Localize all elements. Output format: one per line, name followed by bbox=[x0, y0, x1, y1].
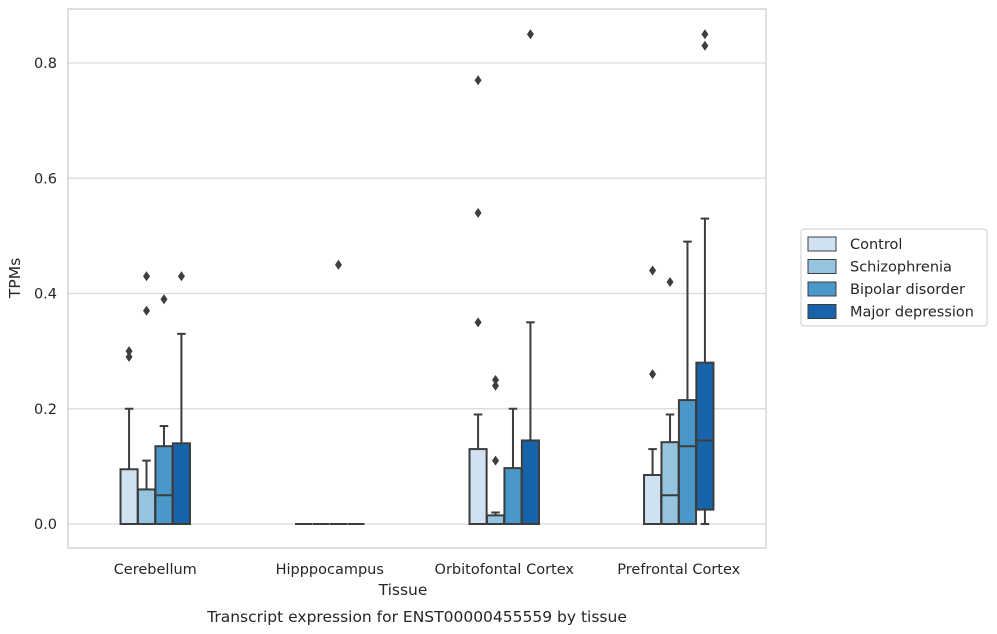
x-tick-label: Prefrontal Cortex bbox=[617, 562, 740, 578]
box bbox=[643, 474, 663, 525]
box bbox=[660, 441, 680, 525]
x-tick-label: Orbitofontal Cortex bbox=[435, 562, 575, 578]
outlier-point bbox=[492, 374, 500, 385]
outlier-point bbox=[474, 207, 482, 218]
x-tick-labels: Cerebellum Hipppocampus Orbitofontal Corte… bbox=[114, 562, 741, 578]
box-bipolar-disorder bbox=[677, 240, 698, 526]
outlier-point bbox=[143, 305, 151, 316]
x-tick-label: Cerebellum bbox=[114, 562, 197, 578]
outlier-point bbox=[666, 276, 674, 287]
y-tick-label: 0.4 bbox=[34, 287, 57, 303]
outlier-point bbox=[125, 351, 133, 362]
box bbox=[136, 488, 157, 525]
y-tick-label: 0.2 bbox=[34, 402, 57, 418]
box-bipolar-disorder bbox=[329, 259, 348, 525]
outlier-point bbox=[526, 29, 534, 40]
box-control bbox=[468, 75, 488, 525]
box bbox=[171, 442, 191, 526]
box-bipolar-disorder bbox=[154, 294, 174, 525]
outlier-point bbox=[334, 259, 342, 270]
box bbox=[485, 514, 506, 526]
box-schizophrenia bbox=[660, 276, 680, 525]
box bbox=[695, 361, 715, 511]
box bbox=[154, 445, 174, 525]
box bbox=[677, 399, 698, 526]
outlier-point bbox=[701, 29, 709, 40]
legend-swatch bbox=[807, 304, 837, 319]
box-bipolar-disorder bbox=[503, 407, 523, 526]
legend-swatch bbox=[807, 259, 837, 274]
outlier-point bbox=[649, 369, 657, 380]
outlier-point bbox=[492, 380, 500, 391]
box-major-depression bbox=[520, 29, 540, 526]
box-groups bbox=[119, 29, 715, 526]
x-tick-label: Hipppocampus bbox=[276, 562, 384, 578]
box bbox=[119, 468, 139, 526]
box-major-depression bbox=[171, 271, 191, 526]
legend-frame bbox=[800, 228, 988, 327]
outlier-point bbox=[492, 455, 500, 466]
y-tick-labels: 0.0 0.2 0.4 0.6 0.8 bbox=[34, 56, 57, 533]
outlier-point bbox=[474, 75, 482, 86]
y-tick-label: 0.8 bbox=[34, 56, 57, 72]
legend-label: Control bbox=[850, 237, 902, 253]
box bbox=[503, 467, 523, 526]
outlier-point bbox=[125, 346, 133, 357]
legend-swatch bbox=[807, 236, 837, 252]
box-control bbox=[643, 265, 663, 525]
outlier-point bbox=[474, 317, 482, 328]
box-control bbox=[119, 346, 139, 526]
legend-swatch bbox=[807, 281, 837, 297]
legend-label: Schizophrenia bbox=[850, 260, 952, 276]
plot-frame bbox=[67, 8, 767, 549]
box bbox=[468, 448, 488, 525]
box-major-depression bbox=[695, 29, 715, 525]
box bbox=[520, 439, 540, 526]
box-schizophrenia bbox=[485, 374, 506, 526]
x-axis-title: Tissue bbox=[378, 581, 428, 599]
outlier-point bbox=[649, 265, 657, 276]
y-tick-label: 0.0 bbox=[34, 517, 57, 533]
outlier-point bbox=[143, 271, 151, 282]
chart-caption: Transcript expression for ENST0000045555… bbox=[206, 608, 627, 626]
outlier-point bbox=[701, 40, 709, 51]
box-schizophrenia bbox=[136, 271, 157, 525]
y-axis-title: TPMs bbox=[6, 258, 24, 299]
outlier-point bbox=[160, 294, 168, 305]
legend-label: Bipolar disorder bbox=[850, 282, 965, 298]
legend: Control Schizophrenia Bipolar disorder Majo… bbox=[800, 228, 988, 327]
y-tick-label: 0.6 bbox=[34, 171, 57, 187]
legend-label: Major depression bbox=[850, 305, 974, 321]
outlier-point bbox=[177, 271, 185, 282]
